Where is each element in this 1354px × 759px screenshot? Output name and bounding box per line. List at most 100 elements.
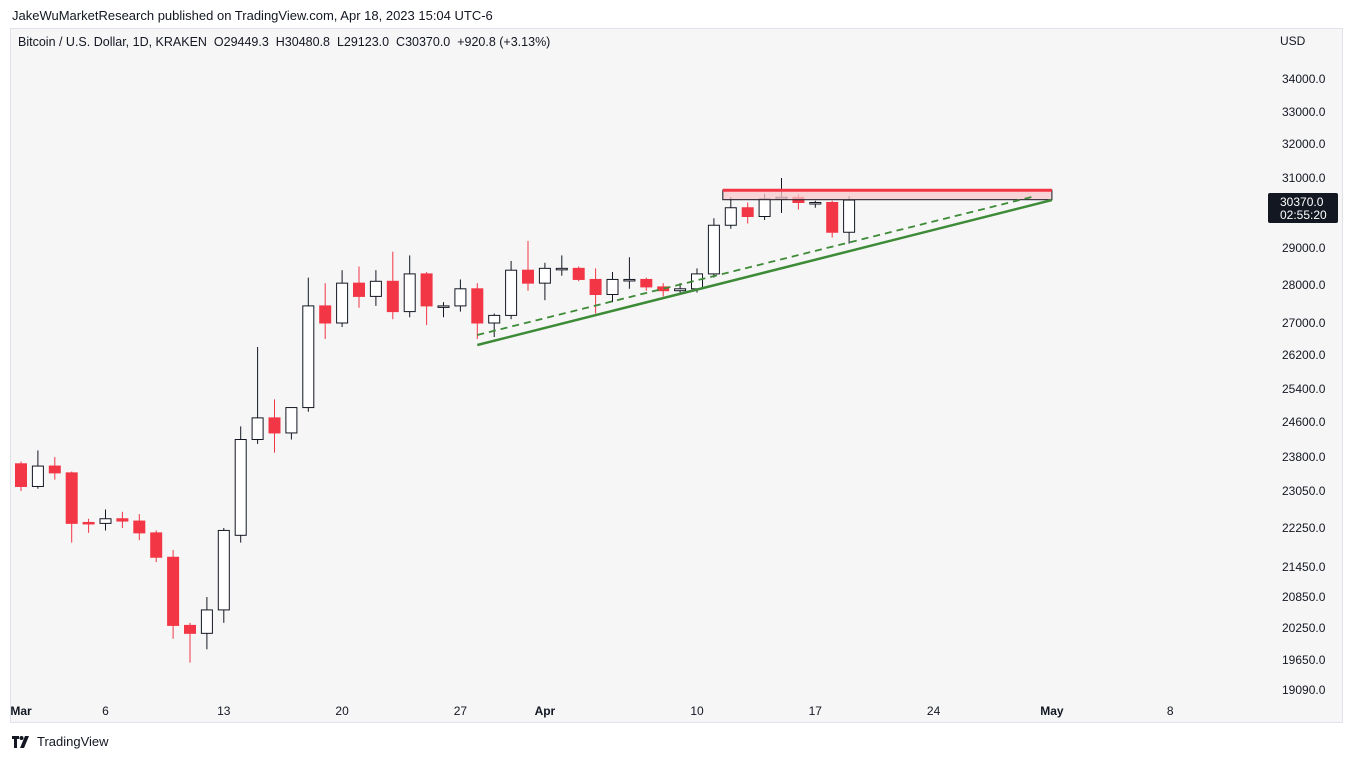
candle-body [826,202,839,233]
legend-close: C30370.0 [396,35,451,49]
candle-down [640,277,653,291]
x-tick-label: Apr [535,704,556,718]
x-tick-label: 17 [809,704,823,718]
legend-open: O29449.3 [213,35,269,49]
x-tick-label: 6 [102,704,109,718]
support-trendline [476,198,1053,347]
y-tick-label: 25400.0 [1282,382,1326,396]
candle-body [471,288,484,324]
y-tick-label: 27000.0 [1282,316,1326,330]
candle-up [336,270,349,327]
candle-body [623,278,636,282]
candle-body [674,288,687,292]
x-tick-label: 10 [690,704,704,718]
candle-body [353,282,365,297]
candle-body [640,278,653,288]
candle-up [217,528,230,623]
candle-down [184,622,196,663]
y-tick-label: 19090.0 [1282,683,1326,697]
tradingview-logo[interactable]: TradingView [12,734,109,749]
last-price-box [1268,193,1338,224]
chart-legend: Bitcoin / U.S. Dollar, 1D, KRAKEN O29449… [18,35,550,49]
candle-body [217,529,230,611]
candle-body [555,267,568,271]
candle-body [31,465,44,487]
candle-up [454,279,467,312]
candle-up [437,302,450,318]
candle-up [724,197,737,229]
y-tick-label: 28000.0 [1282,278,1326,292]
candle-body [454,288,467,307]
candle-body [167,556,180,626]
candle-body [724,207,737,226]
candle-body [488,314,501,324]
candle-down [65,471,78,543]
candle-up [488,313,501,337]
candle-down [319,283,332,339]
candle-body [437,305,450,308]
candle-body [758,198,771,217]
x-tick-label: 27 [454,704,468,718]
legend-low: L29123.0 [336,35,390,49]
candle-body [657,286,670,292]
candle-down [82,518,95,533]
candle-body [15,463,27,487]
candle-body [234,439,247,536]
candles [15,178,856,663]
candle-up [809,200,822,208]
candle-body [133,520,146,534]
candle-down [657,283,670,297]
candle-up [505,260,518,320]
candle-down [150,530,163,563]
candle-body [589,278,602,296]
y-tick-label: 20250.0 [1282,621,1326,635]
y-tick-label: 23800.0 [1282,450,1326,464]
y-tick-label: 20850.0 [1282,590,1326,604]
last-price-value: 30370.0 [1280,195,1324,209]
candle-body [336,282,349,324]
candle-down [741,202,754,224]
candle-up [369,270,382,306]
candle-down [589,268,602,314]
candle-up [302,277,315,412]
candle-down [420,272,433,325]
candle-down [15,461,27,491]
candle-body [572,267,585,280]
y-tick-label: 31000.0 [1282,171,1326,185]
candle-body [285,407,298,434]
candle-up [251,347,264,444]
candle-body [386,280,399,313]
candle-body [268,417,281,434]
candle-body [809,202,822,205]
y-tick-label: 26200.0 [1282,348,1326,362]
candle-down [572,266,585,282]
candle-up [403,255,416,318]
candle-body [522,269,534,284]
y-tick-label: 23050.0 [1282,484,1326,498]
candle-body [251,417,264,440]
x-tick-label: 13 [217,704,231,718]
candle-body [99,518,112,524]
y-tick-label: 21450.0 [1282,560,1326,574]
candle-up [606,272,619,303]
candle-down [167,549,180,639]
y-axis: USD 34000.0 33000.0 32000.0 31000.0 29000.0 28… [1280,34,1326,697]
candle-up [31,450,44,489]
y-tick-label: 33000.0 [1282,105,1326,119]
candle-body [82,521,95,525]
candle-up [707,218,720,278]
candle-up [285,407,298,440]
tradingview-logo-text: TradingView [37,734,109,749]
publish-info: JakeWuMarketResearch published on Tradin… [12,8,493,23]
candle-body [707,224,720,275]
candle-down [133,514,146,541]
candle-down [386,251,399,320]
candle-body [606,278,619,296]
x-tick-label: May [1040,704,1064,718]
candle-down [116,511,129,528]
candle-down [268,399,281,453]
candle-body [420,273,433,307]
chart-frame[interactable] [10,28,1343,723]
candle-body [184,624,196,634]
